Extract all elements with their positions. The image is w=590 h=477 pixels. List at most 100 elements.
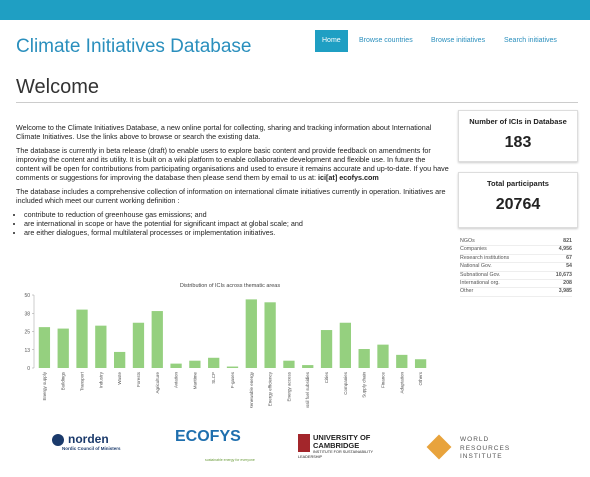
bar [339,322,351,368]
x-tick-label: Aviation [174,372,179,388]
x-tick-label: Energy supply [42,371,47,400]
logo-sub: INSTITUTE FOR SUSTAINABILITY LEADERSHIP [298,450,373,459]
logo: WORLD RESOURCES INSTITUTE [426,434,518,462]
stat-label: Number of ICIs in Database [469,117,567,126]
breakdown-table: NGOs 821 Companies 4,956 Research institutio… [460,238,572,297]
breakdown-label: Companies [460,246,487,253]
breakdown-value: 208 [563,279,572,286]
intro: Welcome to the Climate Initiatives Datab… [16,123,450,237]
logo-name: norden [68,432,109,446]
top-bar [0,0,590,20]
x-tick-label: Industry [98,371,103,388]
breakdown-row: National Gov. 54 [460,263,572,272]
x-tick-label: Adaptation [399,372,404,394]
logo-sub: Nordic Council of Ministers [62,446,121,451]
nav-link[interactable]: Search initiatives [504,37,557,44]
email[interactable]: ici[at] ecofys.com [318,173,379,182]
bullet: contribute to reduction of greenhouse ga… [24,210,450,219]
bar [170,363,182,368]
breakdown-row: International org. 208 [460,279,572,289]
bar [302,365,314,368]
bar [358,349,370,368]
breakdown-row: Other 3,985 [460,288,572,297]
bar [132,322,145,368]
stat-box: Number of ICIs in Database 183 [458,110,578,162]
breakdown-value: 821 [563,238,572,244]
stat-label: Total participants [487,179,549,188]
breakdown-row: Subnational Gov. 10,673 [460,272,572,280]
logo: UNIVERSITY OF CAMBRIDGE INSTITUTE FOR SUS… [298,434,393,460]
x-tick-label: Fossil fuel subsidies [305,371,310,408]
bar [264,302,276,368]
stat-value: 20764 [495,196,541,213]
logo: norden Nordic Council of Ministers [52,432,121,451]
x-tick-label: SLCP [211,372,216,384]
logo-name: ECOFYS [175,428,241,445]
x-tick-label: Energy efficiency [268,371,273,406]
bar [57,328,69,368]
breakdown-value: 4,956 [558,246,572,253]
y-tick-label: 50 [24,293,30,299]
logo-name: WORLD RESOURCES INSTITUTE [460,436,511,460]
divider [16,102,578,103]
bar [377,344,389,368]
paragraph: The database includes a comprehensive co… [16,187,446,205]
breakdown-value: 54 [566,263,572,270]
x-tick-label: Others [418,371,423,385]
bar [189,360,201,368]
nav-link[interactable]: Home [315,30,348,52]
x-tick-label: Transport [80,371,85,391]
y-tick-label: 0 [27,366,30,372]
x-tick-label: Finance [380,372,385,389]
breakdown-row: Companies 4,956 [460,246,572,255]
heading: Welcome [16,76,99,98]
breakdown-value: 67 [566,254,572,261]
breakdown-value: 10,673 [555,271,572,278]
site-title[interactable]: Climate Initiatives Database [16,36,252,57]
bar [396,354,408,368]
text: The database is currently in beta releas… [16,146,449,182]
x-tick-label: Cities [324,371,329,383]
x-tick-label: Supply chain [362,372,367,398]
bar [208,357,220,368]
x-tick-label: Energy access [286,371,291,401]
x-tick-label: Companies [343,371,348,395]
logo-name: UNIVERSITY OF CAMBRIDGE [313,433,371,450]
x-tick-label: Buildings [61,371,66,390]
bar [38,327,51,368]
breakdown-label: National Gov. [460,263,492,270]
logo: ECOFYS sustainable energy for everyone [175,428,255,462]
logo-sub: sustainable energy for everyone [205,458,255,462]
x-tick-label: Forests [136,371,141,387]
stat-value: 183 [504,134,532,151]
bar [151,311,163,368]
bar [114,351,126,368]
x-tick-label: F-gases [230,371,235,388]
bullet: are international in scope or have the p… [24,219,450,228]
nav-link[interactable]: Browse initiatives [431,37,486,44]
bar [320,330,333,368]
breakdown-label: Other [460,288,474,295]
breakdown-row: Research institutions 67 [460,254,572,264]
x-tick-label: Waste [117,372,122,385]
breakdown-label: Research institutions [460,254,510,261]
y-tick-label: 25 [24,330,30,336]
nav-link[interactable]: Browse countries [359,37,413,44]
breakdown-row: NGOs 821 [460,238,572,247]
x-tick-label: Agriculture [155,372,160,394]
bar [76,309,88,368]
bullet: are either dialogues, formal multilatera… [24,228,450,237]
y-tick-label: 13 [24,348,30,354]
x-tick-label: Renewable energy [249,371,254,408]
bar [283,360,295,368]
breakdown-value: 3,985 [558,288,572,295]
bullet-list: contribute to reduction of greenhouse ga… [16,210,450,237]
chart-title: Distribution of ICIs across thematic are… [180,283,281,289]
paragraph: Welcome to the Climate Initiatives Datab… [16,123,432,141]
breakdown-label: NGOs [460,238,475,244]
stat-box: Total participants 20764 [458,172,578,228]
chart: Distribution of ICIs across thematic are… [24,283,427,408]
y-tick-label: 38 [24,311,30,317]
bar [95,325,107,368]
